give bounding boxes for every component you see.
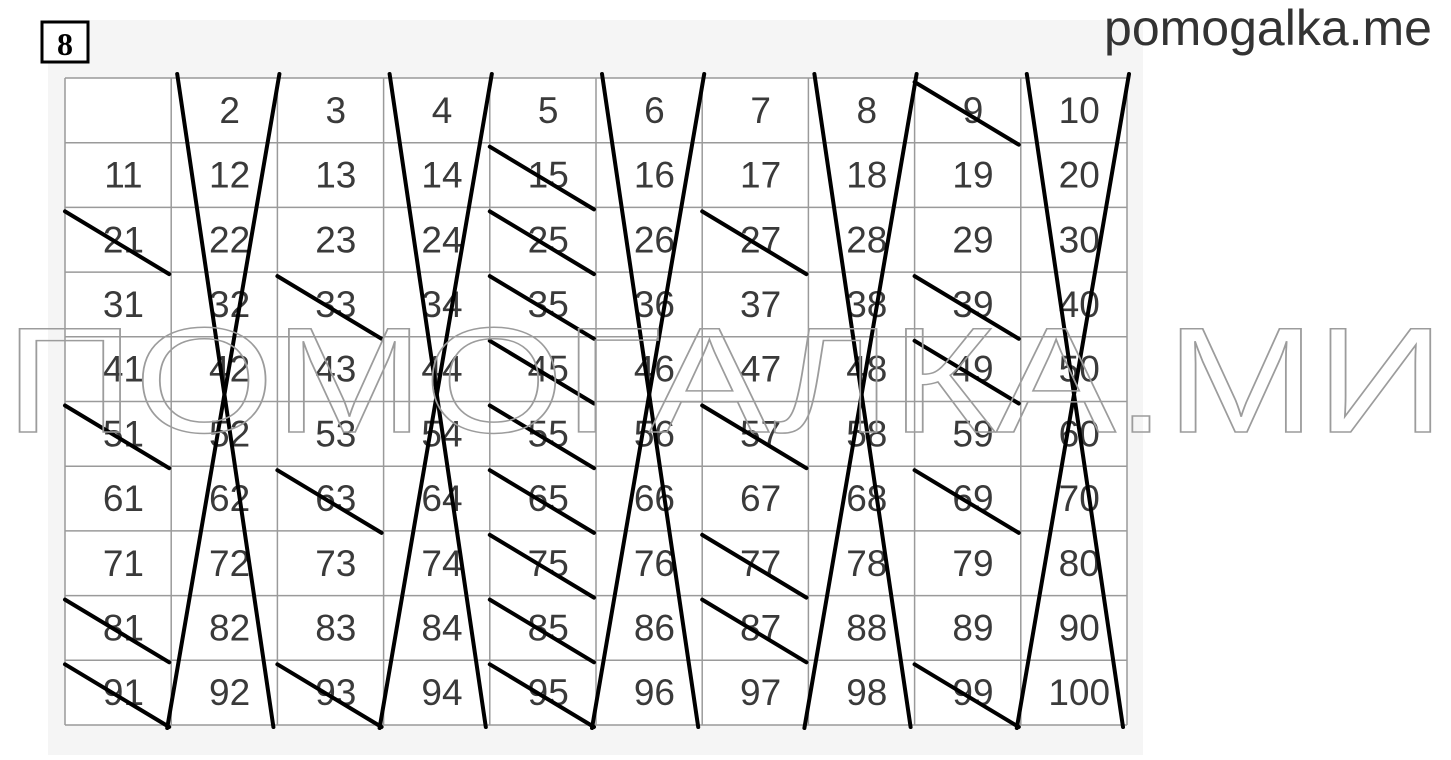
cell: 53 — [315, 413, 356, 454]
cell: 88 — [846, 607, 887, 648]
cell: 14 — [421, 155, 462, 196]
cell: 16 — [634, 155, 675, 196]
cell: 7 — [750, 90, 771, 131]
cell: 11 — [104, 155, 142, 196]
strike — [275, 468, 384, 535]
cell: 9 — [963, 90, 984, 131]
cell: 8 — [857, 90, 878, 131]
cell: 80 — [1059, 543, 1100, 584]
cell: 62 — [209, 478, 250, 519]
cell: 100 — [1048, 672, 1110, 713]
cell: 28 — [846, 219, 887, 260]
strike — [912, 80, 1021, 147]
cell: 68 — [846, 478, 887, 519]
strike — [487, 274, 596, 341]
strike — [700, 532, 809, 600]
strike — [1014, 72, 1131, 730]
cell: 61 — [103, 478, 144, 519]
strike — [63, 209, 172, 277]
strike — [487, 468, 596, 535]
cell: 3 — [326, 90, 347, 131]
watermark: ПОМОГАЛКА.МИ — [5, 296, 1445, 464]
cell: 78 — [846, 543, 887, 584]
cell: 29 — [952, 219, 993, 260]
cell: 5 — [538, 90, 559, 131]
strike — [63, 403, 172, 471]
cell: 72 — [209, 543, 250, 584]
strike — [487, 532, 596, 600]
cell: 92 — [209, 672, 250, 713]
strike — [377, 72, 494, 730]
cell: 70 — [1059, 478, 1100, 519]
site-name: pomogalka.me — [1104, 0, 1432, 56]
strike — [487, 662, 596, 729]
cell: 83 — [315, 607, 356, 648]
cell: 94 — [421, 672, 462, 713]
cell: 22 — [209, 219, 250, 260]
cell: 24 — [421, 219, 462, 260]
cell: 12 — [209, 155, 250, 196]
cell: 59 — [952, 413, 993, 454]
strike — [912, 338, 1021, 406]
cell: 71 — [103, 543, 144, 584]
cell: 73 — [315, 543, 356, 584]
cell: 41 — [103, 349, 144, 390]
strike — [275, 662, 384, 729]
strike — [63, 662, 172, 729]
cell: 30 — [1059, 219, 1100, 260]
strike — [912, 468, 1021, 535]
cell: 10 — [1059, 90, 1100, 131]
strike — [912, 274, 1021, 341]
strike — [700, 209, 809, 277]
cell: 76 — [634, 543, 675, 584]
strike — [487, 144, 596, 212]
cell: 98 — [846, 672, 887, 713]
cell: 66 — [634, 478, 675, 519]
cell: 97 — [740, 672, 781, 713]
strike — [590, 72, 707, 730]
cell: 79 — [952, 543, 993, 584]
strike — [802, 72, 919, 730]
cell: 4 — [432, 90, 453, 131]
strike — [700, 403, 809, 471]
strike — [487, 338, 596, 406]
cell: 31 — [103, 284, 144, 325]
badge-box — [40, 20, 90, 64]
table-grid — [64, 77, 1128, 726]
cell: 64 — [421, 478, 462, 519]
cell: 67 — [740, 478, 781, 519]
cell: 89 — [952, 607, 993, 648]
cell: 20 — [1059, 155, 1100, 196]
cell: 37 — [740, 284, 781, 325]
strikes — [63, 72, 1131, 730]
cell: 18 — [846, 155, 887, 196]
cell: 47 — [740, 349, 781, 390]
cell: 19 — [952, 155, 993, 196]
cell: 17 — [740, 155, 781, 196]
cell: 84 — [421, 607, 462, 648]
cell: 26 — [634, 219, 675, 260]
cell: 13 — [315, 155, 356, 196]
cell: 43 — [315, 349, 356, 390]
strike — [275, 274, 384, 341]
strike — [487, 403, 596, 471]
badge: 8 — [57, 26, 73, 62]
cell: 2 — [219, 90, 240, 131]
strike — [165, 72, 282, 730]
strike — [912, 662, 1021, 729]
cell: 23 — [315, 219, 356, 260]
cell: 86 — [634, 607, 675, 648]
cell: 6 — [644, 90, 665, 131]
cell: 90 — [1059, 607, 1100, 648]
strike — [700, 597, 809, 665]
cell: 74 — [421, 543, 462, 584]
strike — [487, 597, 596, 665]
strike — [487, 209, 596, 277]
strike — [63, 597, 172, 665]
cell: 82 — [209, 607, 250, 648]
cell: 96 — [634, 672, 675, 713]
